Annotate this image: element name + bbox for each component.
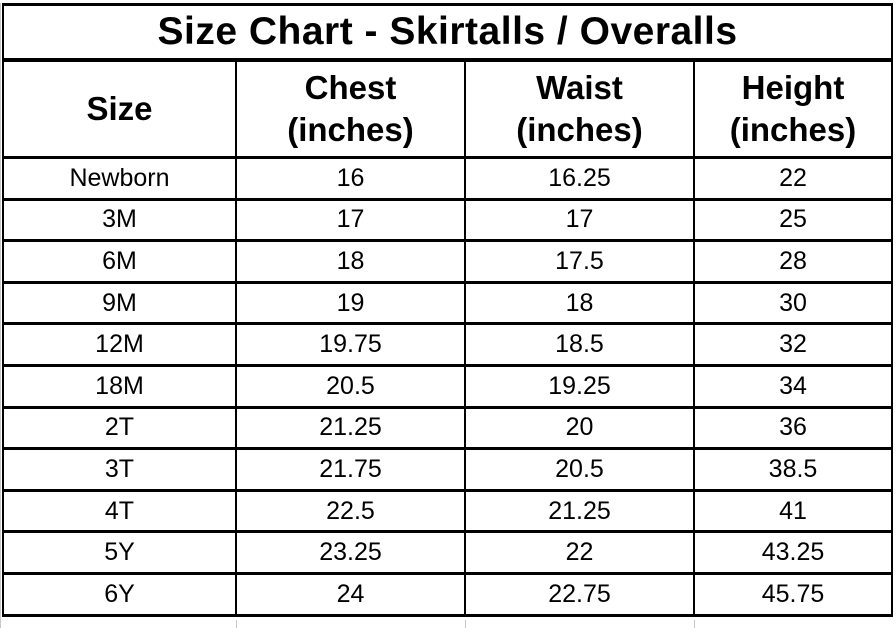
cell-waist: 16.25 bbox=[464, 156, 695, 201]
cell-size: 6M bbox=[2, 239, 237, 284]
cell-chest: 18 bbox=[235, 239, 466, 284]
column-header-chest: Chest (inches) bbox=[235, 58, 466, 159]
cell-height: 30 bbox=[692, 280, 894, 326]
cell-waist: 17.5 bbox=[464, 239, 695, 284]
column-header-size: Size bbox=[2, 58, 237, 159]
cell-height: 22 bbox=[692, 156, 894, 201]
cell-waist: 20 bbox=[464, 405, 695, 451]
header-label: Size bbox=[86, 89, 153, 127]
cell-size: 3T bbox=[2, 447, 237, 492]
cropped-gridline-stub bbox=[694, 620, 695, 628]
cell-height: 34 bbox=[692, 363, 894, 409]
cell-waist: 22 bbox=[464, 530, 695, 575]
cell-size: Newborn bbox=[2, 156, 237, 201]
cell-height: 41 bbox=[692, 488, 894, 534]
table-row: 12M 19.75 18.5 32 bbox=[2, 322, 894, 367]
cell-chest: 21.25 bbox=[235, 405, 466, 451]
title-row: Size Chart - Skirtalls / Overalls bbox=[1, 3, 894, 62]
cell-size: 4T bbox=[2, 488, 237, 534]
cell-chest: 24 bbox=[235, 571, 466, 617]
table-row: 3M 17 17 25 bbox=[2, 197, 894, 243]
header-row: Size Chest (inches) Waist (inches) Heigh… bbox=[2, 58, 894, 159]
table-row: 5Y 23.25 22 43.25 bbox=[2, 530, 894, 575]
table-row: 18M 20.5 19.25 34 bbox=[2, 363, 894, 409]
cell-height: 28 bbox=[692, 239, 894, 284]
header-label: Chest bbox=[304, 68, 397, 106]
column-header-height: Height (inches) bbox=[692, 58, 894, 159]
header-unit: (inches) bbox=[729, 111, 857, 148]
table-row: 4T 22.5 21.25 41 bbox=[2, 488, 894, 534]
cell-height: 25 bbox=[692, 197, 894, 243]
cell-chest: 19.75 bbox=[235, 322, 466, 367]
cell-height: 45.75 bbox=[692, 571, 894, 617]
size-chart-table: Size Chart - Skirtalls / Overalls Size C… bbox=[1, 3, 894, 617]
cell-size: 6Y bbox=[2, 571, 237, 617]
table-row: Newborn 16 16.25 22 bbox=[2, 156, 894, 201]
left-gridline bbox=[0, 3, 1, 628]
table-title: Size Chart - Skirtalls / Overalls bbox=[1, 3, 894, 62]
cell-chest: 16 bbox=[235, 156, 466, 201]
cell-height: 32 bbox=[692, 322, 894, 367]
header-label: Waist bbox=[536, 68, 623, 106]
cell-size: 18M bbox=[2, 363, 237, 409]
cell-height: 38.5 bbox=[692, 447, 894, 492]
header-unit: (inches) bbox=[516, 111, 643, 148]
cell-height: 36 bbox=[692, 405, 894, 451]
header-unit: (inches) bbox=[287, 111, 414, 148]
table-row: 2T 21.25 20 36 bbox=[2, 405, 894, 451]
cell-size: 12M bbox=[2, 322, 237, 367]
cell-chest: 20.5 bbox=[235, 363, 466, 409]
cell-waist: 20.5 bbox=[464, 447, 695, 492]
cropped-gridline-stub bbox=[465, 620, 466, 628]
size-table-body: Newborn 16 16.25 22 3M 17 17 25 6M 18 17.5 28 9M 19 18… bbox=[2, 156, 894, 617]
table-row: 3T 21.75 20.5 38.5 bbox=[2, 447, 894, 492]
cell-waist: 21.25 bbox=[464, 488, 695, 534]
cell-waist: 17 bbox=[464, 197, 695, 243]
cell-waist: 22.75 bbox=[464, 571, 695, 617]
cell-waist: 18 bbox=[464, 280, 695, 326]
cell-size: 3M bbox=[2, 197, 237, 243]
size-chart-page: Size Chart - Skirtalls / Overalls Size C… bbox=[0, 3, 896, 628]
header-label: Height bbox=[741, 68, 845, 106]
cell-chest: 22.5 bbox=[235, 488, 466, 534]
cell-size: 9M bbox=[2, 280, 237, 326]
cell-waist: 19.25 bbox=[464, 363, 695, 409]
table-row: 9M 19 18 30 bbox=[2, 280, 894, 326]
cell-chest: 23.25 bbox=[235, 530, 466, 575]
cell-chest: 17 bbox=[235, 197, 466, 243]
cell-size: 5Y bbox=[2, 530, 237, 575]
cropped-gridline-stub bbox=[236, 620, 237, 628]
cell-chest: 19 bbox=[235, 280, 466, 326]
cell-waist: 18.5 bbox=[464, 322, 695, 367]
cell-chest: 21.75 bbox=[235, 447, 466, 492]
table-row: 6M 18 17.5 28 bbox=[2, 239, 894, 284]
cell-height: 43.25 bbox=[692, 530, 894, 575]
cell-size: 2T bbox=[2, 405, 237, 451]
column-header-waist: Waist (inches) bbox=[464, 58, 695, 159]
table-row: 6Y 24 22.75 45.75 bbox=[2, 571, 894, 617]
